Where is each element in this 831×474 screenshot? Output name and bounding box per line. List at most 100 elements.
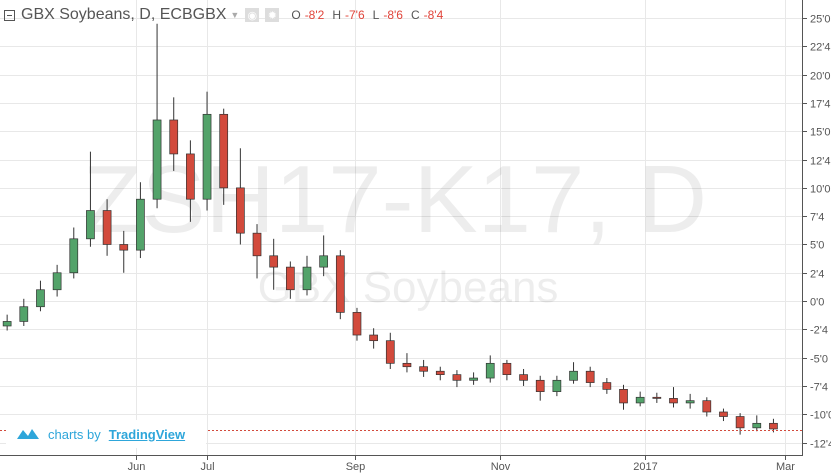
candle (569, 362, 578, 384)
candle (535, 375, 545, 401)
candle (435, 366, 445, 381)
candle (19, 298, 29, 326)
candle-body (86, 210, 95, 240)
y-tick-label: 22'4 (810, 42, 830, 54)
grid (0, 0, 802, 455)
high-value: -7'6 (345, 8, 365, 22)
candle (402, 353, 412, 373)
candle-body (469, 377, 478, 381)
tradingview-branding[interactable]: charts by TradingView (6, 420, 206, 448)
chevron-down-icon[interactable]: ▼ (230, 10, 240, 20)
candle (685, 393, 695, 409)
candle-body (569, 370, 578, 381)
candle (152, 23, 162, 209)
candle-body (136, 198, 145, 251)
candle (136, 182, 145, 259)
candle-body (219, 113, 229, 189)
y-tick-label: 10'0 (810, 184, 830, 196)
candle-body (69, 238, 79, 274)
y-tick-label: 5'0 (810, 240, 824, 252)
candle (202, 91, 212, 211)
candle (269, 238, 279, 290)
candle-body (719, 411, 728, 417)
candle (69, 227, 79, 279)
candle-body (252, 232, 262, 257)
candle-body (352, 312, 362, 336)
candle (585, 366, 595, 388)
x-tick-label: 2017 (633, 461, 657, 473)
candle-body (435, 370, 445, 375)
candle-body (236, 187, 245, 234)
candle-body (502, 362, 512, 375)
chart-title: GBX Soybeans, D, ECBGBX (21, 6, 227, 23)
low-value: -8'6 (383, 8, 403, 22)
candle (602, 378, 612, 394)
y-tick-label: 7'4 (810, 212, 824, 224)
y-axis[interactable]: 25'0 22'4 20'0 17'4 15'0 12'4 10'0 7'4 5'0 2'4 0'0… (802, 14, 831, 451)
candle-body (419, 366, 428, 372)
candle (369, 328, 378, 349)
candle-body (369, 334, 378, 342)
candle-body (669, 398, 678, 404)
candle-body (602, 382, 612, 390)
x-tick-label: Mar (776, 461, 795, 473)
branding-prefix: charts by (48, 426, 101, 442)
ohlc-values: O -8'2 H -7'6 L -8'6 C -8'4 (291, 8, 447, 22)
candle (519, 368, 528, 386)
x-tick-label: Sep (346, 461, 366, 473)
candle (702, 397, 712, 417)
x-axis[interactable]: Jun Jul Sep Nov 2017 Mar (128, 455, 796, 473)
candle-body (102, 210, 112, 245)
candle-body (385, 340, 395, 364)
candle-body (52, 272, 62, 291)
y-tick-label: 15'0 (810, 127, 830, 139)
collapse-icon[interactable] (4, 9, 15, 21)
candle (186, 140, 195, 222)
y-tick-label: -7'4 (810, 382, 828, 394)
candle (419, 359, 428, 377)
candle (652, 392, 662, 403)
candle-body (186, 153, 195, 200)
candle-body (535, 379, 545, 392)
candle-body (519, 374, 528, 381)
candle-body (202, 113, 212, 200)
candle-body (2, 321, 12, 327)
open-value: -8'2 (304, 8, 325, 22)
candle-body (319, 255, 329, 268)
y-tick-label: 17'4 (810, 99, 830, 111)
y-tick-label: 12'4 (810, 156, 830, 168)
candle (669, 387, 678, 408)
candle-body (19, 306, 29, 322)
candle (719, 408, 728, 422)
candle-body (552, 379, 562, 392)
x-tick-label: Nov (491, 461, 511, 473)
candle (102, 199, 112, 256)
close-label: C (410, 8, 420, 22)
y-tick-label: -12'4 (810, 439, 831, 451)
candle (2, 314, 12, 331)
candle-body (485, 362, 495, 379)
candle-body (152, 119, 162, 200)
candle-body (685, 400, 695, 404)
candle (52, 264, 62, 297)
candle (335, 250, 345, 320)
y-tick-label: 0'0 (810, 297, 824, 309)
tradingview-link[interactable]: TradingView (108, 426, 186, 442)
candle (86, 151, 95, 247)
candle (236, 148, 245, 245)
candle-body (619, 389, 628, 404)
candle-body (335, 255, 345, 313)
tradingview-logo-icon (17, 429, 39, 439)
candle-body (652, 396, 662, 399)
eye-icon[interactable]: ◉ (245, 8, 260, 22)
candle (285, 261, 295, 299)
x-tick-label: Jul (200, 461, 214, 473)
gear-icon[interactable]: ✹ (265, 8, 280, 22)
candle-body (119, 244, 129, 251)
candle (302, 255, 312, 296)
candle-body (585, 370, 595, 383)
candle-body (402, 362, 412, 368)
y-tick-label: 25'0 (810, 14, 830, 26)
candle (469, 372, 478, 385)
